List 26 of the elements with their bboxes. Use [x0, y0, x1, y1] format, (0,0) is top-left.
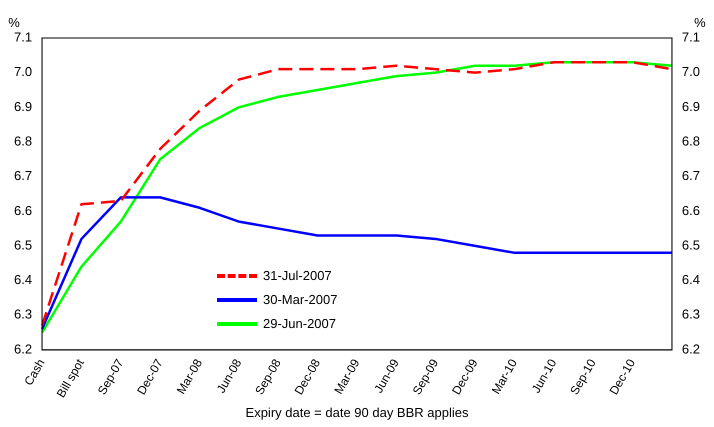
y-axis-title: % [8, 15, 20, 30]
y2-tick-label: 6.8 [682, 134, 700, 149]
y-tick-label: 6.5 [14, 237, 32, 252]
y2-axis-title: % [694, 15, 706, 30]
y-tick-label: 6.6 [14, 202, 32, 218]
y2-tick-label: 6.9 [682, 98, 700, 114]
y-tick-label: 6.4 [14, 272, 32, 288]
legend-label: 31-Jul-2007 [263, 268, 332, 284]
y2-tick-label: 6.4 [682, 272, 700, 288]
x-axis-title: Expiry date = date 90 day BBR applies [246, 404, 469, 420]
legend-label: 30-Mar-2007 [263, 292, 338, 308]
legend-label: 29-Jun-2007 [263, 316, 336, 332]
y2-tick-label: 7.1 [682, 30, 700, 45]
y2-tick-label: 6.2 [682, 341, 700, 356]
y2-tick-label: 7.0 [682, 64, 700, 80]
y2-tick-label: 6.3 [682, 306, 700, 322]
y-tick-label: 6.7 [14, 168, 32, 184]
y-tick-label: 6.9 [14, 98, 32, 114]
y-tick-label: 7.0 [14, 64, 32, 80]
y-tick-label: 6.3 [14, 306, 32, 322]
y2-tick-label: 6.7 [682, 168, 700, 184]
y-tick-label: 6.8 [14, 134, 32, 149]
y2-tick-label: 6.6 [682, 202, 700, 218]
y2-tick-label: 6.5 [682, 237, 700, 252]
y-tick-label: 6.2 [14, 341, 32, 356]
y-tick-label: 7.1 [14, 30, 32, 45]
